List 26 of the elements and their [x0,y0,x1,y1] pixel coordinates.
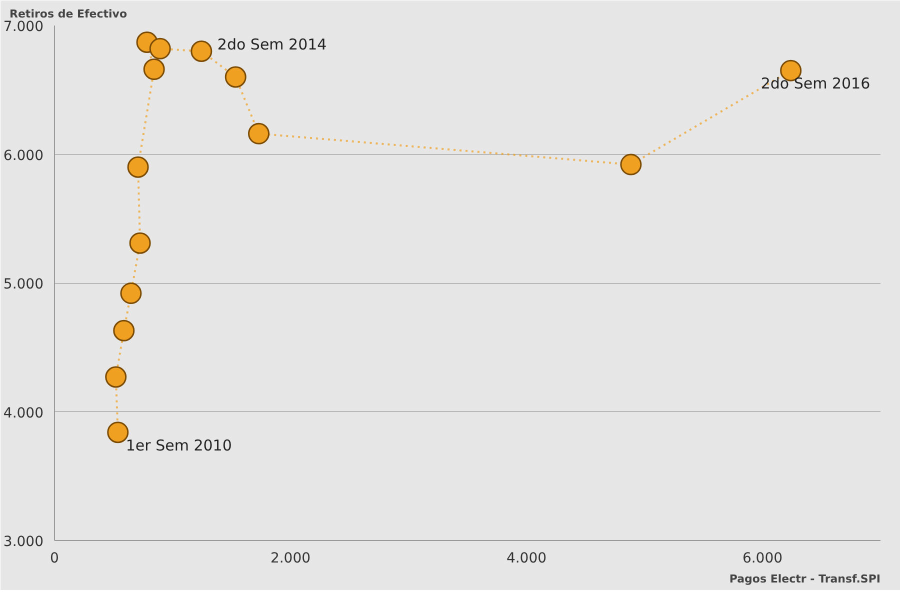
annotation: 1er Sem 2010 [126,436,232,454]
x-tick-label: 6.000 [742,550,783,566]
y-tick-label: 7.000 [3,19,44,35]
x-tick-label: 4.000 [506,550,547,566]
point [120,282,142,304]
annotation: 2do Sem 2016 [760,74,870,93]
point [224,66,246,88]
annotation: 2do Sem 2014 [217,35,327,54]
x-tick-label: 0 [50,550,59,566]
y-tick-label: 5.000 [3,276,44,292]
x-axis-title: Pagos Electr - Transf.SPI [729,572,881,586]
point [127,156,149,178]
x-tick-label: 2.000 [270,550,311,566]
y-tick-label: 3.000 [3,534,44,550]
point [113,320,135,342]
point [190,40,212,62]
point [149,38,171,60]
point [105,366,127,388]
point [143,58,165,80]
point [107,422,129,444]
point [620,154,642,176]
y-axis-title: Retiros de Efectivo [10,8,128,20]
y-tick-label: 4.000 [3,405,44,422]
point [129,232,151,254]
point [248,122,270,144]
y-tick-label: 6.000 [3,148,44,164]
